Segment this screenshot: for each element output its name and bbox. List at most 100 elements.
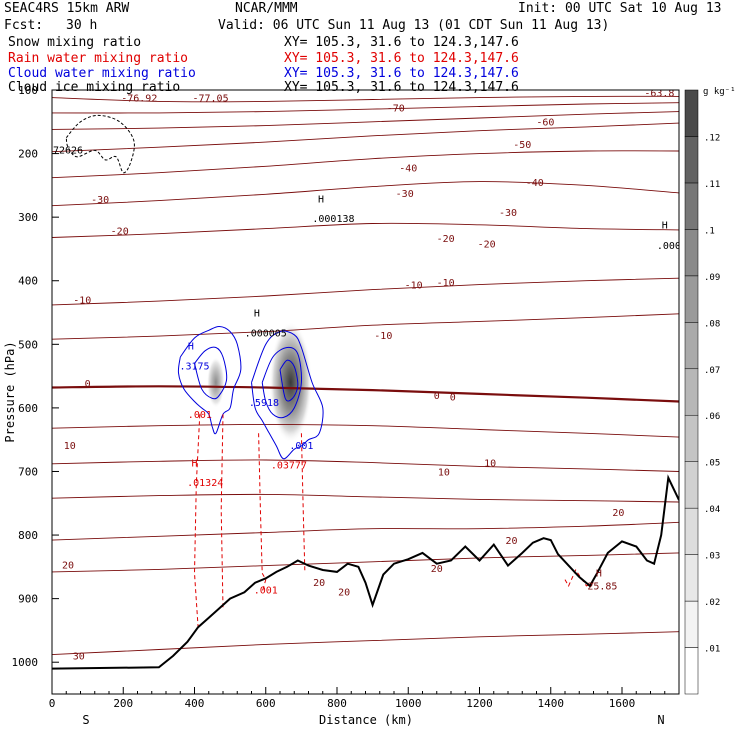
field-rain-name: Rain water mixing ratio — [8, 51, 189, 66]
contour-label: -63.8 — [644, 88, 674, 99]
rain-water-layer — [193, 414, 594, 628]
x-tick-label: 1400 — [538, 697, 565, 710]
isotherm-6 — [52, 222, 679, 238]
colorbar-unit: g kg⁻¹ — [703, 87, 736, 97]
colorbar-tick-label: .08 — [704, 319, 720, 329]
colorbar-segment — [684, 368, 699, 416]
cloud-east-outer — [251, 330, 324, 460]
contour-label: .01324 — [187, 478, 223, 489]
colorbar-tick-label: .03 — [704, 552, 720, 562]
contour-label: H — [662, 221, 668, 232]
contour-label: 10 — [64, 441, 76, 452]
end-label-left: S — [82, 713, 89, 727]
colorbar-tick-label: .04 — [704, 505, 720, 515]
isotherm-layer — [52, 95, 679, 656]
y-tick-label: 200 — [18, 148, 38, 161]
rain-2 — [220, 414, 224, 609]
y-tick-label: 700 — [18, 465, 38, 478]
contour-label: -40 — [399, 163, 417, 174]
snow-shading-1 — [206, 357, 225, 408]
colorbar-segment — [684, 89, 699, 137]
contour-label: -20 — [478, 240, 496, 251]
y-tick-label: 600 — [18, 402, 38, 415]
contour-label: .000005 — [245, 329, 287, 340]
x-tick-label: 400 — [185, 697, 205, 710]
contour-label: 20 — [506, 536, 518, 547]
header-init: Init: 00 UTC Sat 10 Aug 13 — [518, 1, 722, 16]
contour-label: -76.92 — [121, 93, 157, 104]
cloud-east-inner — [261, 346, 303, 419]
contour-label: -30 — [499, 208, 517, 219]
contour-label: .001 — [188, 410, 212, 421]
isotherm-2 — [52, 111, 679, 130]
terrain-layer — [52, 474, 679, 670]
contour-label: -70 — [387, 104, 405, 115]
isotherm-7 — [52, 277, 679, 306]
x-tick-label: 600 — [256, 697, 276, 710]
x-axis-label: Distance (km) — [319, 713, 413, 727]
isotherm-0 — [52, 95, 679, 103]
isotherm-5 — [52, 181, 679, 207]
cloud-ice-layer — [65, 114, 135, 174]
isotherm-3 — [52, 122, 679, 153]
contour-label: .000138 — [312, 214, 354, 225]
contour-label: -77.05 — [192, 93, 228, 104]
contour-label: 20 — [338, 587, 350, 598]
cloud-water-layer — [177, 325, 324, 460]
rain-4 — [300, 433, 306, 574]
contour-label: -10 — [73, 296, 91, 307]
contour-label: -10 — [405, 280, 423, 291]
contour-label: .001 — [289, 441, 313, 452]
header-fcst-label: Fcst: — [4, 18, 44, 33]
colorbar-tick-label: .1 — [704, 226, 715, 236]
contour-label-layer: -76.92 -77.05 -63.8 -70 -60 -50 -40 -40 -30 -30 -3… — [53, 88, 687, 663]
colorbar-tick-label: .01 — [704, 645, 720, 655]
colorbar-segment — [684, 182, 699, 230]
contour-label: H — [188, 341, 194, 352]
y-tick-label: 1000 — [12, 656, 39, 669]
field-ice-xy: XY= 105.3, 31.6 to 124.3,147.6 — [284, 80, 519, 95]
x-tick-label: 1200 — [466, 697, 493, 710]
isotherm-10 — [52, 423, 679, 438]
plot-frame — [51, 89, 680, 695]
header-valid: Valid: 06 UTC Sun 11 Aug 13 (01 CDT Sun … — [218, 18, 610, 33]
colorbar-tick-label: .07 — [704, 366, 720, 376]
colorbar-segment — [684, 136, 699, 184]
contour-label: 10 — [438, 467, 450, 478]
contour-label: .0006 — [657, 241, 687, 252]
colorbar-segment — [684, 229, 699, 277]
contour-label: 20 — [62, 561, 74, 572]
isotherm-14 — [52, 552, 679, 573]
contour-label: 0 — [85, 379, 91, 390]
field-ice-name: Cloud ice mixing ratio — [8, 80, 181, 95]
contour-label: 25.85 — [587, 582, 617, 593]
end-label-right: N — [657, 713, 664, 727]
y-tick-label: 100 — [18, 84, 38, 97]
contour-label: -60 — [536, 118, 554, 129]
x-tick-label: 800 — [327, 697, 347, 710]
y-axis-label: Pressure (hPa) — [3, 341, 17, 442]
contour-label: .03777 — [271, 460, 307, 471]
colorbar-tick-label: .09 — [704, 273, 720, 283]
contour-label: .3175 — [179, 362, 209, 373]
contour-label: .5918 — [249, 398, 279, 409]
y-tick-label: 300 — [18, 211, 38, 224]
isotherm-4 — [52, 150, 679, 179]
contour-label: 20 — [612, 508, 624, 519]
contour-label: 0 — [450, 392, 456, 403]
header-org: NCAR/MMM — [235, 1, 298, 16]
colorbar-segment — [684, 322, 699, 370]
contour-label: H — [254, 308, 260, 319]
colorbar-tick-label: .06 — [704, 412, 720, 422]
field-cloud-name: Cloud water mixing ratio — [8, 66, 196, 81]
x-tick-label: 200 — [113, 697, 133, 710]
isotherm-15 — [52, 631, 679, 656]
colorbar-segment — [684, 600, 699, 648]
rain-5 — [564, 568, 594, 588]
contour-label: H — [596, 568, 602, 579]
cloud-east-core — [279, 359, 299, 402]
cloud-ice-outline — [65, 114, 135, 174]
contour-label: -30 — [91, 195, 109, 206]
header-fcst-value: 30 h — [66, 18, 98, 33]
isotherm-11 — [52, 459, 679, 472]
